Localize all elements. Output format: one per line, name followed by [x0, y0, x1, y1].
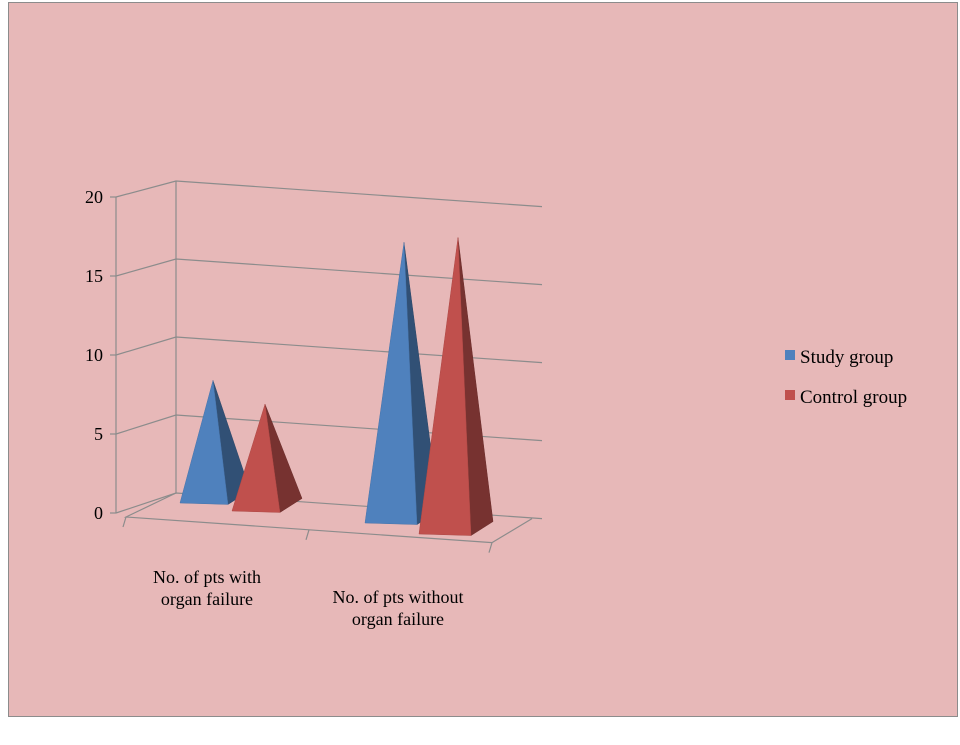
pyramid-front-face	[179, 380, 229, 505]
legend-swatch-study	[785, 350, 795, 360]
x-tick-mark-0	[122, 516, 127, 528]
x-tick-mark-1	[305, 529, 310, 540]
y-axis-tick-labels: 0 5 10 15 20	[85, 187, 103, 523]
y-tick-label-3: 15	[85, 266, 103, 286]
y-tick-label-1: 5	[94, 424, 103, 444]
category-label-with-organ-failure: No. of pts with organ failure	[153, 567, 261, 609]
y-tick-label-4: 20	[85, 187, 103, 207]
pyramid-study-cat0	[179, 380, 251, 505]
legend-swatch-control	[785, 390, 795, 400]
pyramid-front-face	[364, 242, 418, 525]
y-tick-label-2: 10	[85, 345, 103, 365]
pyramid-front-face	[418, 237, 472, 536]
legend-label-control: Control group	[800, 387, 907, 408]
gridline-4	[115, 180, 543, 208]
x-tick-mark-2	[488, 542, 493, 553]
pyramid-chart: 0 5 10 15 20 Study group Control group	[85, 180, 907, 553]
legend-label-study: Study group	[800, 347, 893, 368]
legend: Study group Control group	[785, 347, 907, 408]
pyramid-control-cat1	[418, 237, 494, 537]
gridlines	[110, 180, 543, 553]
gridline-3	[115, 258, 543, 286]
category-label-without-organ-failure: No. of pts without organ failure	[332, 587, 464, 629]
gridline-2	[115, 336, 543, 364]
pyramid-front-face	[231, 404, 281, 513]
pyramid-control-cat0	[231, 404, 303, 513]
data-pyramids	[179, 237, 494, 537]
y-tick-label-0: 0	[94, 503, 103, 523]
chart-area: 0 5 10 15 20 Study group Control group No. of…	[8, 2, 958, 717]
